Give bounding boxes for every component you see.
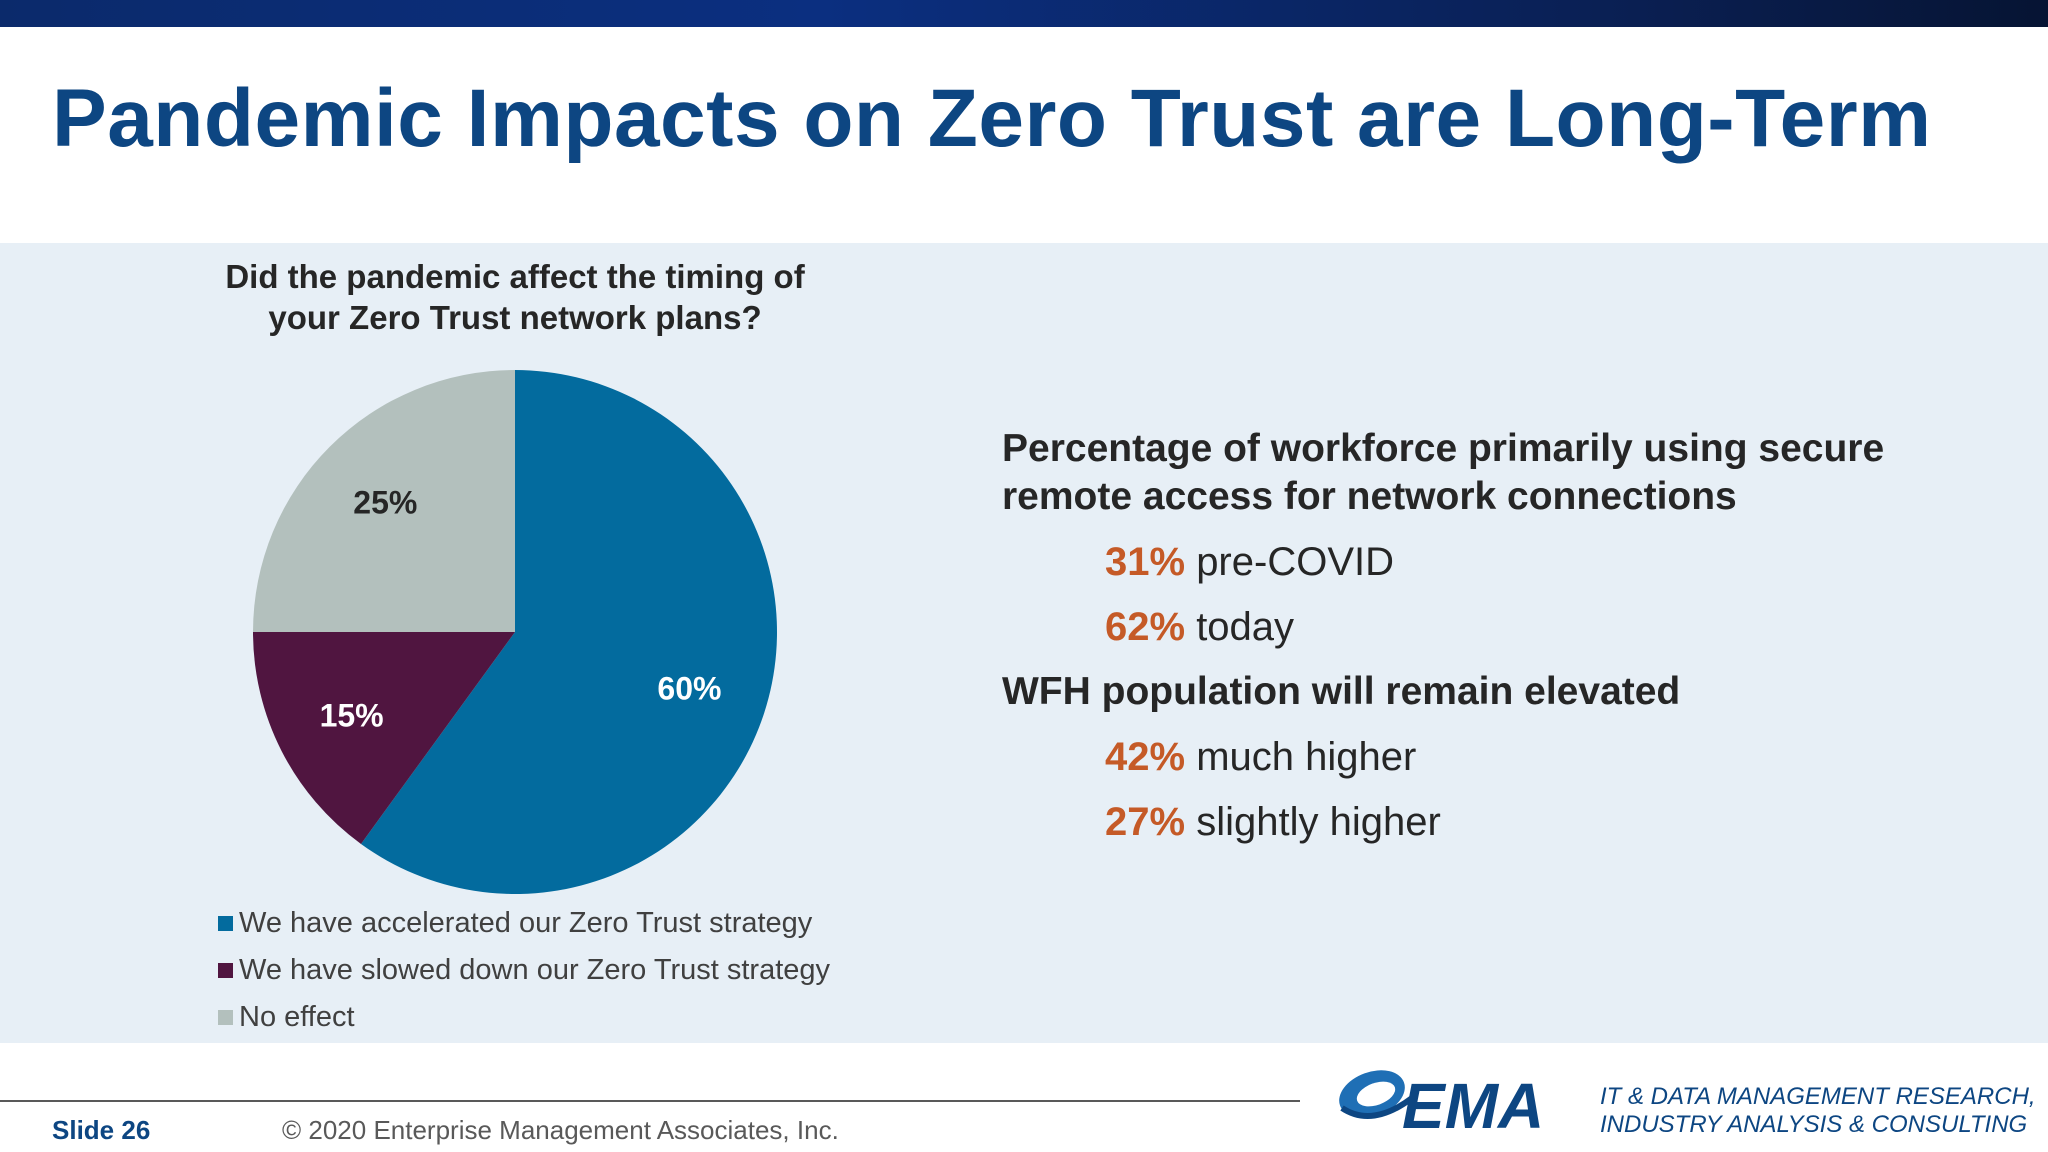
tagline-line-1: IT & DATA MANAGEMENT RESEARCH, — [1600, 1083, 2036, 1110]
pie-slice — [361, 370, 778, 895]
legend-swatch — [218, 1010, 233, 1025]
pie-slice-label: 25% — [353, 484, 417, 520]
company-tagline: IT & DATA MANAGEMENT RESEARCH, INDUSTRY … — [1600, 1083, 2036, 1139]
stat-percentage: 42% — [1105, 735, 1186, 779]
top-banner — [0, 0, 2048, 27]
chart-legend: We have accelerated our Zero Trust strat… — [218, 900, 830, 1041]
pie-slice-label: 15% — [320, 697, 384, 733]
chart-title-line-1: Did the pandemic affect the timing of — [225, 258, 805, 295]
legend-item: We have slowed down our Zero Trust strat… — [218, 947, 830, 994]
footer-divider — [0, 1100, 1300, 1102]
stat-row: 42% much higher — [1105, 733, 1884, 781]
stats-heading-line-2: remote access for network connections — [1002, 475, 1737, 518]
slide-number: Slide 26 — [52, 1115, 151, 1145]
pie-slice-label: 60% — [657, 671, 721, 707]
stats-heading-wfh: WFH population will remain elevated — [1002, 670, 1681, 713]
stat-label: today — [1196, 605, 1295, 649]
stat-row: 31% pre-COVID — [1105, 538, 1884, 586]
logo-wordmark: EMA — [1402, 1070, 1544, 1138]
legend-swatch — [218, 916, 233, 931]
pie-slice — [253, 370, 515, 632]
stat-label: slightly higher — [1196, 800, 1441, 844]
stat-label: much higher — [1196, 735, 1417, 779]
stat-row: 62% today — [1105, 603, 1884, 651]
stat-percentage: 62% — [1105, 605, 1186, 649]
stat-label: pre-COVID — [1196, 540, 1394, 584]
stat-row: 27% slightly higher — [1105, 798, 1884, 846]
legend-label: We have slowed down our Zero Trust strat… — [239, 954, 831, 986]
stat-percentage: 27% — [1105, 800, 1186, 844]
ema-logo: EMA — [1339, 1070, 1544, 1138]
chart-title-line-2: your Zero Trust network plans? — [268, 299, 762, 336]
chart-title: Did the pandemic affect the timing of yo… — [160, 256, 870, 338]
stats-heading-line-1: Percentage of workforce primarily using … — [1002, 427, 1885, 470]
legend-label: No effect — [239, 1001, 355, 1033]
slide-title: Pandemic Impacts on Zero Trust are Long-… — [52, 73, 1932, 164]
tagline-line-2: INDUSTRY ANALYSIS & CONSULTING — [1600, 1111, 2028, 1138]
legend-item: No effect — [218, 994, 830, 1041]
copyright-notice: © 2020 Enterprise Management Associates,… — [282, 1115, 839, 1145]
pie-slice — [253, 632, 515, 844]
legend-swatch — [218, 963, 233, 978]
legend-item: We have accelerated our Zero Trust strat… — [218, 900, 830, 947]
stat-percentage: 31% — [1105, 540, 1186, 584]
stats-panel: Percentage of workforce primarily using … — [1002, 425, 1884, 846]
legend-label: We have accelerated our Zero Trust strat… — [239, 907, 813, 939]
stats-heading-remote-access: Percentage of workforce primarily using … — [1002, 425, 1884, 521]
